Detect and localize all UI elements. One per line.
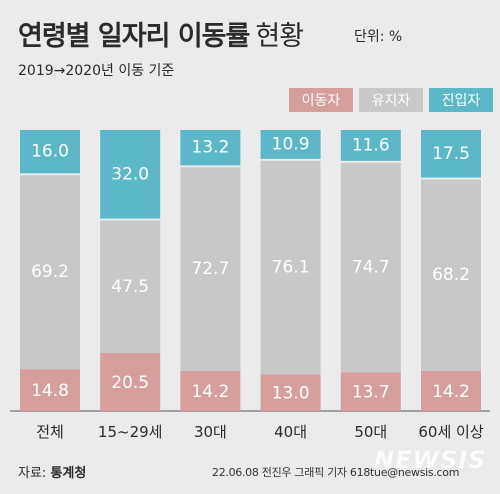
- chart-title-suffix: 현황: [255, 21, 304, 52]
- legend-item-moved: 이동자: [289, 88, 353, 112]
- data-label-entered-3: 10.9: [272, 134, 310, 154]
- category-label-5: 60세 이상: [418, 423, 483, 441]
- data-label-moved-4: 13.7: [352, 383, 390, 403]
- bar-entered-2: [180, 130, 241, 166]
- bar-moved-4: [340, 372, 401, 411]
- bar-entered-3: [260, 130, 321, 159]
- data-label-moved-1: 20.5: [111, 373, 149, 393]
- category-label-2: 30대: [194, 423, 227, 441]
- category-label-4: 50대: [354, 423, 387, 441]
- source-name: 통계청: [50, 466, 87, 481]
- category-label-1: 15~29세: [98, 423, 163, 441]
- bar-stayed-5: [421, 179, 481, 371]
- data-label-entered-5: 17.5: [432, 144, 470, 164]
- bar-entered-5: [421, 130, 481, 178]
- data-label-entered-1: 32.0: [111, 164, 149, 184]
- bar-moved-5: [421, 370, 481, 411]
- data-label-stayed-5: 68.2: [432, 265, 470, 285]
- basis-label: 2019→2020년 이동 기준: [18, 63, 175, 79]
- bar-moved-3: [260, 374, 321, 411]
- bar-stayed-1: [100, 220, 161, 353]
- bar-stayed-0: [20, 175, 80, 370]
- data-label-entered-0: 16.0: [31, 142, 69, 162]
- chart-title: 연령별 일자리 이동률: [18, 21, 250, 52]
- data-label-moved-2: 14.2: [191, 382, 229, 402]
- unit-label: 단위: %: [354, 29, 403, 45]
- bar-moved-1: [100, 352, 161, 411]
- data-label-stayed-3: 76.1: [272, 258, 310, 278]
- bar-entered-1: [100, 130, 161, 219]
- data-label-stayed-2: 72.7: [191, 259, 229, 279]
- source-label: 자료:: [18, 466, 47, 481]
- legend-item-entered: 진입자: [429, 88, 493, 112]
- data-label-stayed-4: 74.7: [352, 258, 390, 278]
- bar-moved-2: [180, 370, 241, 411]
- data-label-moved-5: 14.2: [432, 382, 470, 402]
- legend: 이동자 유지자 진입자: [289, 88, 493, 112]
- bar-stayed-2: [180, 167, 241, 371]
- data-label-stayed-1: 47.5: [111, 277, 149, 297]
- newsis-logo: NEWSIS: [374, 446, 487, 474]
- category-label-3: 40대: [274, 423, 307, 441]
- bar-stayed-3: [260, 160, 321, 375]
- bar-moved-0: [20, 369, 80, 411]
- category-label-0: 전체: [36, 423, 64, 441]
- data-label-entered-4: 11.6: [352, 135, 390, 155]
- source-note: 자료: 통계청: [18, 462, 86, 481]
- data-label-entered-2: 13.2: [191, 138, 229, 158]
- legend-item-stayed: 유지자: [359, 88, 423, 112]
- bar-entered-4: [340, 130, 401, 161]
- chart-title-block: 연령별 일자리 이동률 현황: [18, 14, 304, 53]
- bar-entered-0: [20, 130, 80, 174]
- data-label-moved-3: 13.0: [272, 384, 310, 404]
- data-label-stayed-0: 69.2: [31, 262, 69, 282]
- credit-line: 22.06.08 전진우 그래픽 기자 618tue@newsis.com: [212, 466, 460, 479]
- bar-stayed-4: [340, 162, 401, 373]
- data-label-moved-0: 14.8: [31, 381, 69, 401]
